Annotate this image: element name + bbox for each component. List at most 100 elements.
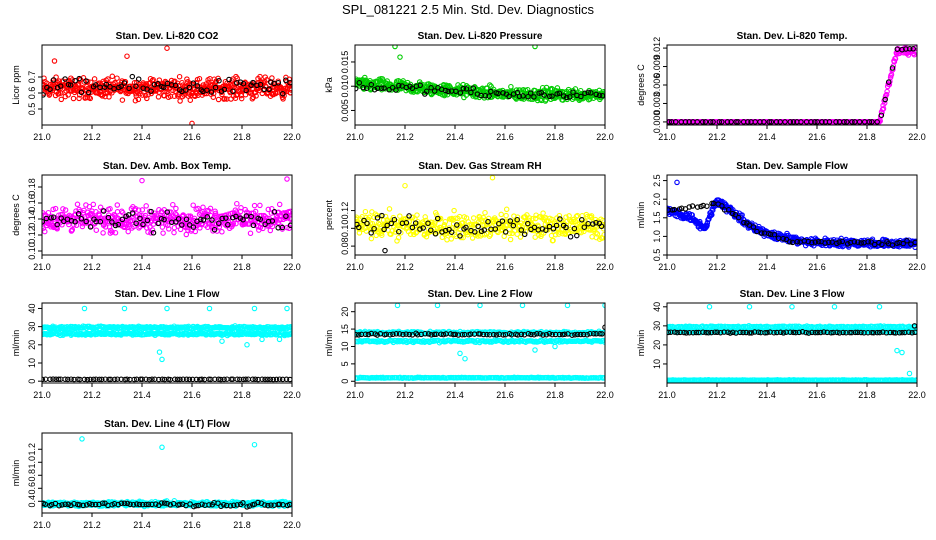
data-point — [704, 222, 710, 229]
data-point — [56, 78, 63, 84]
y-tick-label: 0.5 — [652, 249, 662, 262]
data-point — [365, 331, 372, 338]
data-point — [412, 220, 419, 226]
data-point — [119, 216, 126, 223]
x-tick-label: 21.0 — [346, 262, 364, 272]
data-point — [161, 216, 167, 223]
data-point — [557, 216, 563, 222]
data-point — [105, 214, 112, 221]
data-point — [264, 77, 270, 83]
data-point — [384, 222, 390, 229]
data-point — [856, 119, 863, 125]
data-point — [172, 376, 178, 383]
data-point — [47, 376, 53, 383]
data-point — [472, 229, 478, 235]
data-point — [383, 331, 390, 338]
data-point — [111, 211, 117, 218]
data-point — [184, 76, 190, 82]
data-point — [237, 208, 244, 215]
data-point — [139, 177, 145, 184]
data-point — [276, 336, 283, 343]
data-point — [839, 238, 846, 245]
data-point — [574, 331, 581, 338]
data-point — [507, 236, 514, 243]
plot-frame — [354, 174, 606, 256]
y-tick-label: 1.0 — [652, 230, 662, 243]
data-point — [234, 80, 240, 86]
data-point — [556, 90, 563, 97]
data-point — [160, 84, 167, 91]
data-point — [469, 235, 476, 241]
data-point — [588, 213, 595, 219]
data-point — [597, 331, 603, 337]
data-point — [288, 325, 292, 331]
data-point — [682, 119, 689, 125]
data-point — [363, 228, 370, 234]
data-point — [240, 80, 247, 87]
data-point — [499, 218, 506, 224]
data-point — [754, 228, 760, 235]
y-tick-label: 10 — [27, 358, 37, 368]
data-point — [234, 376, 240, 383]
data-point — [826, 119, 833, 125]
y-tick-label: 0.12 — [340, 202, 350, 220]
data-point — [145, 229, 151, 235]
data-point — [600, 217, 605, 224]
data-point — [482, 92, 489, 99]
y-tick-label: 0.7 — [27, 71, 37, 84]
data-point — [728, 119, 734, 125]
data-point — [484, 331, 490, 338]
data-point — [135, 207, 142, 213]
data-point — [142, 92, 149, 99]
data-point — [230, 88, 236, 95]
data-point — [491, 337, 498, 343]
data-point — [844, 241, 851, 247]
data-point — [489, 175, 496, 181]
plot-frame — [41, 174, 293, 256]
data-point — [90, 201, 97, 208]
data-point — [580, 331, 587, 338]
chart-title: Stan. Dev. Line 3 Flow — [740, 289, 845, 300]
data-point — [252, 376, 259, 383]
data-point — [841, 119, 847, 125]
data-point — [700, 202, 706, 209]
data-point — [54, 221, 60, 228]
data-point — [425, 331, 432, 337]
data-point — [536, 90, 542, 96]
data-point — [127, 376, 133, 383]
x-tick-label: 22.0 — [596, 390, 614, 400]
data-point — [75, 211, 82, 217]
data-point — [400, 78, 406, 84]
plot-frame — [354, 302, 606, 384]
data-point — [423, 233, 430, 240]
data-point — [65, 81, 72, 88]
data-point — [786, 239, 793, 245]
data-point — [251, 305, 258, 312]
series-group — [667, 45, 917, 125]
data-point — [500, 224, 506, 230]
data-point — [900, 240, 906, 247]
data-point — [186, 376, 193, 383]
data-point — [133, 220, 139, 227]
data-point — [511, 228, 518, 234]
data-point — [198, 216, 204, 223]
data-point — [719, 203, 725, 209]
data-point — [158, 215, 165, 222]
data-point — [183, 216, 190, 223]
data-point — [229, 214, 236, 221]
data-point — [866, 119, 873, 125]
data-point — [508, 83, 514, 90]
data-point — [276, 201, 283, 208]
data-point — [159, 356, 165, 363]
data-point — [725, 207, 732, 213]
series-group — [42, 176, 292, 238]
data-point — [98, 215, 105, 222]
data-point — [564, 303, 571, 309]
data-point — [125, 228, 131, 235]
y-axis-label: degrees C — [636, 64, 646, 106]
data-point — [118, 376, 124, 383]
data-point — [230, 220, 237, 227]
data-point — [191, 218, 197, 224]
y-tick-label: 0.16 — [27, 194, 37, 212]
data-point — [833, 119, 839, 125]
